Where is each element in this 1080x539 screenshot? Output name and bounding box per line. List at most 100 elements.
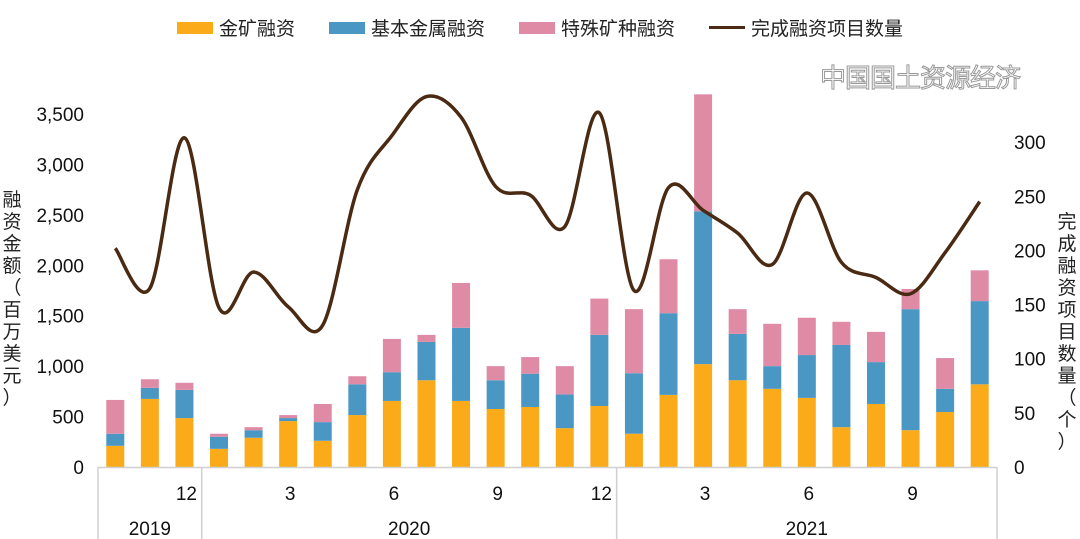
bar-base-metal (348, 384, 367, 416)
y-tick-label: 500 (52, 408, 84, 429)
bar-gold (348, 415, 367, 467)
y-tick-label: 1,500 (36, 307, 84, 328)
bar-special (175, 382, 194, 390)
bar-special (106, 399, 125, 434)
legend: 金矿融资 基本金属融资 特殊矿种融资 完成融资项目数量 (0, 14, 1080, 41)
bar-base-metal (901, 309, 920, 431)
bar-special (624, 309, 643, 374)
y-tick-label: 2,000 (36, 256, 84, 277)
bar-special (140, 379, 159, 388)
legend-label: 基本金属融资 (370, 19, 485, 40)
legend-item-base-metal: 基本金属融资 (328, 14, 485, 41)
y-axis-label: 融资金额（百万美元） (2, 190, 22, 409)
year-label: 2019 (129, 519, 171, 539)
bar-special (694, 94, 713, 212)
bar-base-metal (694, 211, 713, 365)
bar-gold (175, 418, 194, 467)
bar-base-metal (728, 333, 747, 381)
bar-gold (210, 448, 229, 467)
y2-tick-label: 150 (1014, 296, 1046, 317)
bar-base-metal (417, 341, 436, 381)
bar-base-metal (832, 344, 851, 428)
bar-base-metal (624, 373, 643, 434)
bar-special (486, 366, 505, 381)
bar-special (936, 358, 955, 389)
bar-special (832, 321, 851, 345)
bar-base-metal (866, 362, 885, 404)
bar-base-metal (175, 389, 194, 419)
bar-base-metal (521, 373, 540, 407)
y2-tick-label: 250 (1014, 187, 1046, 208)
bar-special (417, 334, 436, 342)
bar-special (313, 403, 332, 423)
bar-special (210, 433, 229, 437)
year-label: 2021 (786, 519, 828, 539)
bar-base-metal (313, 422, 332, 441)
y2-tick-label: 300 (1014, 133, 1046, 154)
legend-item-count: 完成融资项目数量 (709, 14, 903, 41)
bar-special (590, 298, 609, 335)
bar-special (348, 376, 367, 385)
bar-base-metal (279, 418, 298, 422)
bar-special (797, 317, 816, 356)
bar-base-metal (382, 372, 401, 401)
y2-axis-label: 完成融资项目数量（个） (1057, 212, 1077, 453)
bar-special (866, 331, 885, 363)
bar-special (521, 357, 540, 374)
bar-base-metal (970, 301, 989, 385)
bar-base-metal (210, 436, 229, 449)
bar-special (279, 415, 298, 419)
legend-swatch (328, 21, 365, 34)
bar-gold (832, 427, 851, 467)
bar-gold (140, 398, 159, 467)
y-tick-label: 2,500 (36, 206, 84, 227)
bar-gold (970, 384, 989, 467)
bar-gold (106, 445, 125, 467)
x-tick-label: 3 (285, 484, 296, 505)
x-tick-label: 12 (176, 484, 197, 505)
bar-base-metal (590, 334, 609, 406)
legend-label: 特殊矿种融资 (561, 19, 676, 40)
bar-gold (279, 421, 298, 467)
bar-base-metal (486, 380, 505, 410)
bar-base-metal (936, 388, 955, 413)
bar-base-metal (659, 313, 678, 395)
legend-swatch (709, 26, 746, 29)
bar-gold (624, 433, 643, 467)
bar-gold (866, 403, 885, 467)
y-tick-label: 0 (73, 458, 84, 479)
bar-gold (590, 405, 609, 467)
bar-base-metal (797, 355, 816, 398)
bar-special (970, 270, 989, 302)
bar-gold (313, 440, 332, 467)
bar-gold (936, 412, 955, 467)
bar-base-metal (244, 430, 263, 438)
year-label: 2020 (388, 519, 430, 539)
y2-tick-label: 0 (1014, 458, 1025, 479)
bar-special (452, 282, 471, 328)
bar-base-metal (106, 433, 125, 446)
line-project-count (113, 94, 982, 334)
x-tick-label: 12 (591, 484, 612, 505)
bar-gold (797, 397, 816, 467)
bar-base-metal (763, 366, 782, 389)
bar-special (382, 338, 401, 373)
x-tick-label: 3 (700, 484, 711, 505)
x-tick-label: 6 (804, 484, 815, 505)
bar-special (555, 366, 574, 395)
bar-gold (901, 430, 920, 467)
x-tick-label: 9 (492, 484, 503, 505)
bar-special (659, 259, 678, 314)
bar-gold (555, 428, 574, 467)
bar-gold (521, 406, 540, 467)
bar-gold (694, 364, 713, 467)
bar-gold (382, 400, 401, 467)
x-tick-label: 6 (389, 484, 400, 505)
bar-gold (244, 437, 263, 467)
bar-gold (763, 388, 782, 467)
bar-special (728, 309, 747, 334)
bar-gold (417, 380, 436, 467)
bar-gold (486, 409, 505, 467)
y2-tick-label: 100 (1014, 350, 1046, 371)
